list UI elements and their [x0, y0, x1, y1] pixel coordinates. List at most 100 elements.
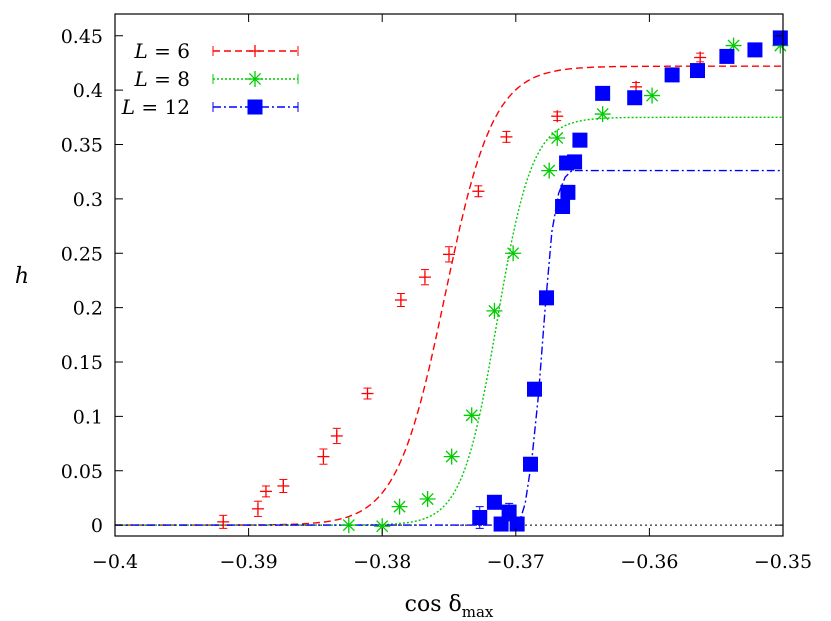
data-point — [501, 504, 517, 520]
fit-curve-8 — [115, 116, 783, 526]
legend: L = 6L = 8L = 12 — [121, 39, 299, 119]
data-points — [217, 30, 789, 535]
x-tick-label: −0.4 — [92, 551, 138, 573]
x-tick-label: −0.36 — [620, 551, 678, 573]
data-point — [419, 491, 436, 508]
data-point — [251, 502, 264, 515]
data-point — [747, 42, 763, 58]
data-point — [486, 494, 502, 510]
plot-frame — [114, 13, 784, 537]
legend-marker — [249, 45, 261, 57]
data-point — [509, 516, 525, 532]
data-point — [443, 448, 460, 465]
data-point — [627, 90, 643, 106]
x-axis-label-main: cos δ — [405, 592, 462, 617]
legend-marker — [247, 99, 263, 115]
legend-value: = 6 — [148, 39, 190, 63]
legend-label: L = 6 — [134, 39, 190, 63]
data-point — [418, 271, 431, 284]
data-point — [664, 67, 680, 83]
y-tick-label: 0.1 — [73, 406, 103, 428]
data-point — [594, 106, 611, 123]
legend-var: L — [121, 95, 135, 119]
x-axis-label: cos δmax — [405, 592, 494, 621]
data-point — [549, 129, 566, 146]
marker-d2 — [465, 409, 478, 422]
y-tick-label: 0.15 — [61, 352, 103, 374]
data-point — [541, 162, 558, 179]
marker-d2 — [551, 131, 564, 145]
data-point — [472, 185, 485, 198]
data-point — [486, 302, 503, 319]
data-point — [505, 245, 522, 262]
data-point — [644, 87, 661, 104]
data-point — [259, 485, 272, 498]
data-point — [330, 429, 343, 442]
legend-item-6: L = 6 — [134, 39, 299, 63]
data-point — [572, 132, 588, 148]
data-point — [394, 294, 407, 307]
legend-item-12: L = 12 — [121, 95, 299, 119]
legend-item-8: L = 8 — [134, 67, 299, 91]
y-tick-label: 0.4 — [73, 80, 103, 102]
marker-d2 — [421, 492, 434, 506]
marker-d2 — [543, 164, 556, 177]
series-6 — [217, 51, 707, 529]
series-12 — [472, 30, 788, 532]
fit-curve-6 — [115, 65, 783, 526]
legend-value: = 8 — [148, 67, 190, 91]
legend-value: = 12 — [135, 95, 190, 119]
marker-d2 — [445, 450, 458, 463]
data-point — [694, 51, 707, 64]
x-tick-label: −0.39 — [219, 551, 277, 573]
y-tick-label: 0.05 — [61, 461, 103, 483]
data-point — [560, 184, 576, 200]
marker-d2 — [248, 72, 262, 86]
legend-var: L — [134, 67, 148, 91]
x-axis-label-subscript: max — [462, 603, 494, 621]
fit-curve-12 — [115, 169, 783, 526]
data-point — [595, 85, 611, 101]
marker-d2 — [596, 107, 609, 121]
data-point — [391, 498, 408, 515]
data-point — [500, 130, 513, 143]
data-point — [277, 479, 290, 492]
data-point — [719, 48, 735, 64]
axis-ticks: −0.4 −0.39 −0.38 −0.37 −0.36 −0.35 0 0.05 0.1 0.1… — [61, 14, 812, 573]
x-tick-label: −0.35 — [754, 551, 812, 573]
data-point — [772, 30, 788, 46]
marker-d2 — [646, 89, 659, 102]
legend-marker — [247, 71, 263, 87]
y-axis-label: h — [15, 264, 29, 289]
data-point — [217, 515, 230, 528]
data-point — [472, 510, 488, 526]
data-point — [340, 517, 357, 534]
legend-label: L = 12 — [121, 95, 190, 119]
x-tick-label: −0.37 — [487, 551, 545, 573]
data-point — [522, 456, 538, 472]
marker-d2 — [376, 520, 389, 533]
data-point — [689, 63, 705, 79]
y-tick-label: 0 — [91, 515, 103, 537]
data-point — [567, 154, 583, 170]
data-point — [555, 198, 571, 214]
y-tick-label: 0.25 — [61, 243, 103, 265]
marker-d2 — [507, 247, 520, 260]
y-tick-label: 0.35 — [61, 135, 103, 157]
data-point — [463, 407, 480, 424]
data-point — [539, 290, 555, 306]
legend-var: L — [134, 39, 148, 63]
fit-curves — [115, 65, 783, 526]
data-point — [443, 248, 455, 261]
x-tick-label: −0.38 — [353, 551, 411, 573]
data-point — [493, 516, 509, 532]
data-point — [551, 110, 564, 123]
marker-d2 — [342, 519, 355, 532]
series-8 — [340, 37, 789, 535]
marker-d2 — [393, 500, 406, 513]
y-tick-label: 0.2 — [73, 298, 103, 320]
data-point — [361, 387, 374, 400]
marker-d2 — [488, 304, 501, 317]
